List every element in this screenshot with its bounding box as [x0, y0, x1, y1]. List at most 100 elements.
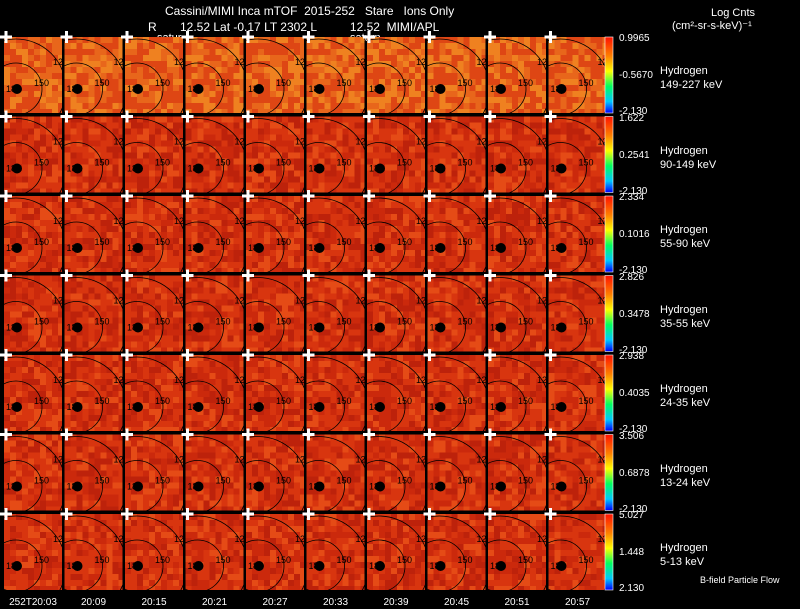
colorbar-min-label: -2.130	[619, 344, 648, 356]
svg-text:12: 12	[537, 57, 547, 67]
energy-label: 55-90 keV	[660, 238, 711, 250]
svg-text:180: 180	[6, 84, 21, 94]
svg-text:12: 12	[174, 57, 184, 67]
svg-text:180: 180	[6, 243, 21, 253]
svg-text:12: 12	[235, 216, 245, 226]
svg-text:150: 150	[216, 237, 231, 247]
colorbar-max-label: 2.826	[619, 271, 645, 283]
svg-text:180: 180	[430, 164, 445, 174]
svg-text:12: 12	[295, 216, 305, 226]
svg-text:12: 12	[477, 216, 487, 226]
svg-text:180: 180	[248, 243, 263, 253]
svg-text:150: 150	[276, 78, 291, 88]
colorbar-mid-label: 0.6878	[619, 467, 650, 479]
svg-text:12: 12	[598, 137, 608, 147]
svg-text:180: 180	[490, 164, 505, 174]
svg-text:150: 150	[337, 158, 352, 168]
energy-label: 5-13 keV	[660, 556, 705, 568]
colorbar-min-label: -2.130	[619, 503, 648, 515]
colorbar	[605, 196, 613, 272]
energy-label: 13-24 keV	[660, 476, 711, 489]
band-label: Hydrogen 35-55 keV	[660, 303, 710, 331]
colorbar	[605, 434, 613, 511]
svg-text:180: 180	[430, 243, 445, 253]
colorbar-max-label: 1.622	[619, 112, 645, 124]
species-label: Hydrogen	[660, 542, 708, 554]
species-label: Hydrogen	[660, 383, 708, 395]
svg-text:150: 150	[216, 78, 231, 88]
svg-text:150: 150	[34, 317, 49, 327]
colorbar-mid-label: 0.1016	[619, 229, 650, 240]
svg-text:150: 150	[276, 237, 291, 247]
svg-text:150: 150	[518, 78, 533, 88]
svg-text:150: 150	[397, 158, 412, 168]
colorbar	[605, 275, 613, 352]
svg-text:12: 12	[356, 216, 366, 226]
colorbar	[605, 355, 613, 431]
svg-text:150: 150	[337, 237, 352, 247]
svg-text:150: 150	[95, 317, 110, 327]
svg-text:180: 180	[551, 164, 566, 174]
image-panel: 180 150 12	[242, 190, 305, 272]
svg-text:12: 12	[53, 137, 63, 147]
svg-text:150: 150	[34, 78, 49, 88]
svg-text:180: 180	[188, 243, 203, 253]
svg-text:12: 12	[416, 137, 426, 147]
band-label: Hydrogen 149-227 keV	[660, 64, 722, 92]
colorbar-min-label: -2.130	[619, 106, 648, 117]
time-label: 20:21	[201, 597, 228, 608]
svg-text:150: 150	[216, 158, 231, 168]
svg-text:180: 180	[551, 84, 566, 94]
band-label: Hydrogen 13-24 keV	[660, 462, 710, 490]
svg-text:150: 150	[579, 237, 594, 247]
position-line: R 12.52 Lat -0.17 LT 2302 L 12.52 MIMI/A…	[148, 20, 440, 34]
colorbar	[605, 37, 613, 113]
colorbar-mid-label: 1.448	[619, 547, 645, 558]
svg-text:150: 150	[95, 158, 110, 168]
time-label: 252T20:03	[9, 597, 57, 608]
colorbar-mid-label: 0.4035	[619, 388, 650, 399]
svg-text:180: 180	[490, 84, 505, 94]
svg-text:150: 150	[34, 237, 49, 247]
svg-text:150: 150	[34, 158, 49, 168]
svg-text:180: 180	[188, 84, 203, 94]
energy-label: 24-35 keV	[660, 397, 711, 409]
svg-text:12: 12	[537, 137, 547, 147]
time-label: 20:39	[383, 597, 409, 608]
svg-text:180: 180	[127, 323, 142, 333]
colorbar-mid-label: 0.3478	[619, 308, 650, 320]
image-panel: 180 150 12	[484, 31, 547, 113]
colorbar-mid-label: 0.2541	[619, 149, 650, 161]
svg-text:180: 180	[67, 323, 82, 333]
svg-text:180: 180	[127, 84, 142, 94]
svg-text:12: 12	[174, 296, 184, 306]
